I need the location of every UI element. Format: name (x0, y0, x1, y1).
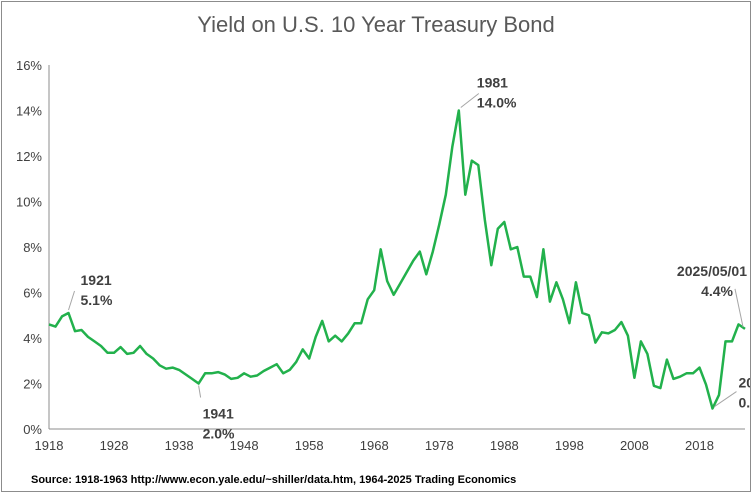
y-tick-label: 8% (23, 240, 42, 255)
source-note: Source: 1918-1963 http://www.econ.yale.e… (31, 474, 516, 486)
x-tick-label: 1958 (295, 438, 324, 453)
y-tick-label: 0% (23, 422, 42, 437)
x-tick-label: 1998 (555, 438, 584, 453)
x-tick-label: 1978 (425, 438, 454, 453)
x-tick-label: 1988 (490, 438, 519, 453)
y-tick-label: 6% (23, 286, 42, 301)
x-tick-label: 1928 (100, 438, 129, 453)
yield-line (48, 109, 746, 410)
annotation-leader (460, 93, 480, 108)
annotation-leader (198, 385, 202, 398)
x-tick-label: 2018 (685, 438, 714, 453)
annotation-leader (734, 288, 744, 328)
annotation-year: 2020 (738, 375, 750, 391)
x-tick-label: 1948 (230, 438, 259, 453)
annotation-year: 2025/05/01 (677, 263, 747, 279)
y-tick-label: 2% (23, 377, 42, 392)
y-tick-label: 14% (16, 104, 42, 119)
annotation-year: 1941 (203, 406, 234, 422)
x-tick-label: 1968 (360, 438, 389, 453)
annotation-leader (714, 391, 737, 407)
annotation-value: 14.0% (477, 95, 517, 111)
x-tick-label: 2008 (620, 438, 649, 453)
series-layer (48, 109, 746, 410)
annotations: 1921 5.1% 1941 2.0% 1981 14.0% 2020 0.9% 2025/05… (68, 75, 750, 442)
y-tick-labels: 0% 2% 4% 6% 8% 10% 12% 14% 16% (16, 58, 42, 437)
x-tick-label: 1938 (165, 438, 194, 453)
annotation-year: 1921 (81, 272, 112, 288)
annotation-leader (68, 290, 75, 311)
y-tick-label: 4% (23, 331, 42, 346)
y-tick-label: 10% (16, 195, 42, 210)
x-tick-labels: 1918 1928 1938 1948 1958 1968 1978 1988 1998 2008… (35, 438, 714, 453)
y-tick-label: 16% (16, 58, 42, 73)
x-tick-label: 1918 (35, 438, 64, 453)
annotation-value: 2.0% (203, 426, 235, 442)
annotation-year: 1981 (477, 75, 508, 91)
axes (48, 65, 745, 430)
chart-title: Yield on U.S. 10 Year Treasury Bond (197, 12, 555, 37)
y-tick-label: 12% (16, 149, 42, 164)
annotation-value: 0.9% (738, 395, 750, 411)
annotation-value: 5.1% (81, 292, 113, 308)
annotation-value: 4.4% (701, 283, 733, 299)
